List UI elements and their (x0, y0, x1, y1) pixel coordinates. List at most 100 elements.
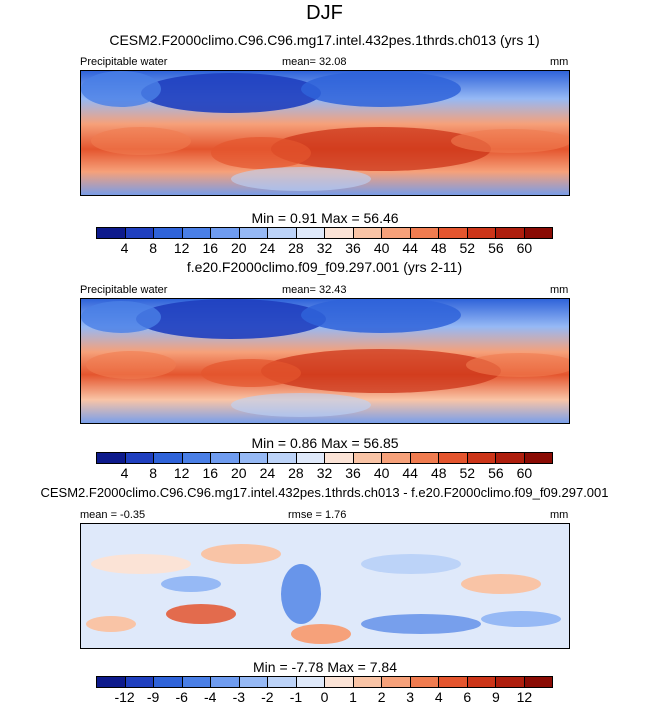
colorbar-tick-label: 36 (345, 465, 361, 481)
colorbar-swatch (410, 677, 439, 687)
colorbar-swatch (239, 228, 268, 238)
panel-1-minmax: Min = 0.91 Max = 56.46 (251, 210, 399, 226)
colorbar-tick-label: 24 (259, 465, 276, 481)
colorbar-tick-label: 12 (516, 689, 533, 705)
colorbar-swatch (296, 677, 325, 687)
panel-2-colorbar-ticks: 4 8 12 16 20 24 28 32 36 40 44 48 52 56 60 (96, 465, 553, 481)
colorbar-tick-label: 6 (463, 689, 472, 705)
colorbar-swatch (211, 677, 240, 687)
panel-1-subtitle: CESM2.F2000climo.C96.C96.mg17.intel.432p… (109, 32, 540, 48)
panel-1-map-field (81, 71, 569, 195)
panel-2-colorbar (96, 452, 553, 464)
colorbar-swatch (97, 228, 126, 238)
colorbar-tick-label: 44 (402, 240, 418, 256)
panel-3-map-field (81, 524, 569, 648)
panel-1-colorbar (96, 227, 553, 239)
colorbar-tick-label: 32 (316, 465, 333, 481)
panel-2-map-field (81, 299, 569, 423)
colorbar-tick-label: -12 (114, 689, 135, 705)
colorbar-tick-label: 40 (373, 465, 390, 481)
colorbar-swatch (524, 228, 552, 238)
colorbar-swatch (211, 453, 240, 463)
colorbar-tick-label: 44 (402, 465, 418, 481)
colorbar-tick-label: -1 (289, 689, 303, 705)
colorbar-tick-label: -9 (146, 689, 160, 705)
colorbar-tick-label: 52 (459, 465, 476, 481)
colorbar-tick-label: 9 (491, 689, 500, 705)
colorbar-tick-label: 40 (373, 240, 390, 256)
colorbar-tick-label: 4 (434, 689, 443, 705)
colorbar-swatch (268, 677, 297, 687)
colorbar-tick-label: -4 (204, 689, 217, 705)
colorbar-swatch (97, 677, 126, 687)
colorbar-swatch (154, 228, 183, 238)
colorbar-tick-label: 28 (288, 240, 304, 256)
colorbar-tick-label: 20 (231, 240, 247, 256)
colorbar-tick-label: 28 (288, 465, 304, 481)
colorbar-tick-label: -6 (175, 689, 188, 705)
colorbar-tick-label: 48 (430, 240, 447, 256)
colorbar-tick-label: 56 (488, 465, 504, 481)
colorbar-tick-label: 48 (430, 465, 447, 481)
panel-3-map (80, 523, 570, 649)
colorbar-tick-label: 60 (516, 465, 533, 481)
colorbar-swatch (97, 453, 126, 463)
colorbar-tick-label: -3 (232, 689, 246, 705)
colorbar-swatch (182, 228, 211, 238)
colorbar-tick-label: 3 (406, 689, 415, 705)
colorbar-tick-label: 60 (516, 240, 533, 256)
colorbar-tick-label: 2 (377, 689, 386, 705)
colorbar-swatch (325, 677, 354, 687)
colorbar-swatch (239, 453, 268, 463)
colorbar-swatch (296, 228, 325, 238)
colorbar-swatch (154, 677, 183, 687)
colorbar-swatch (239, 677, 268, 687)
colorbar-tick-label: 52 (459, 240, 476, 256)
colorbar-tick-label: 4 (120, 465, 129, 481)
panel-2-units-label: mm (550, 284, 569, 296)
colorbar-tick-label: 36 (345, 240, 361, 256)
panel-2-map (80, 298, 570, 424)
colorbar-tick-label: 1 (349, 689, 357, 705)
colorbar-swatch (353, 453, 382, 463)
colorbar-swatch (268, 453, 297, 463)
colorbar-swatch (353, 677, 382, 687)
colorbar-swatch (268, 228, 297, 238)
panel-1-map (80, 70, 570, 196)
colorbar-swatch (496, 228, 525, 238)
colorbar-swatch (524, 453, 552, 463)
colorbar-swatch (382, 677, 411, 687)
colorbar-swatch (524, 677, 552, 687)
colorbar-tick-label: 8 (149, 465, 158, 481)
colorbar-tick-label: 12 (173, 465, 190, 481)
colorbar-tick-label: 8 (149, 240, 158, 256)
colorbar-swatch (382, 453, 411, 463)
colorbar-swatch (182, 677, 211, 687)
panel-2-mean-label: mean= 32.43 (282, 284, 347, 296)
colorbar-swatch (353, 228, 382, 238)
colorbar-swatch (467, 453, 496, 463)
colorbar-swatch (410, 228, 439, 238)
panel-1-variable-label: Precipitable water (80, 56, 168, 68)
colorbar-tick-label: -2 (261, 689, 274, 705)
colorbar-swatch (125, 453, 154, 463)
colorbar-swatch (467, 228, 496, 238)
panel-2-variable-label: Precipitable water (80, 284, 168, 296)
colorbar-swatch (439, 228, 468, 238)
panel-3-rmse-label: rmse = 1.76 (288, 509, 347, 521)
colorbar-swatch (439, 453, 468, 463)
colorbar-swatch (467, 677, 496, 687)
panel-3-units-label: mm (550, 509, 569, 521)
colorbar-tick-label: 24 (259, 240, 276, 256)
panel-3-mean-label: mean = -0.35 (80, 509, 146, 521)
colorbar-swatch (439, 677, 468, 687)
panel-2-subtitle: f.e20.F2000climo.f09_f09.297.001 (yrs 2-… (186, 259, 463, 275)
colorbar-swatch (496, 677, 525, 687)
panel-1-mean-label: mean= 32.08 (282, 56, 347, 68)
colorbar-swatch (125, 228, 154, 238)
figure-title: DJF (306, 2, 343, 24)
colorbar-swatch (325, 453, 354, 463)
colorbar-tick-label: 4 (120, 240, 129, 256)
colorbar-swatch (410, 453, 439, 463)
colorbar-swatch (496, 453, 525, 463)
